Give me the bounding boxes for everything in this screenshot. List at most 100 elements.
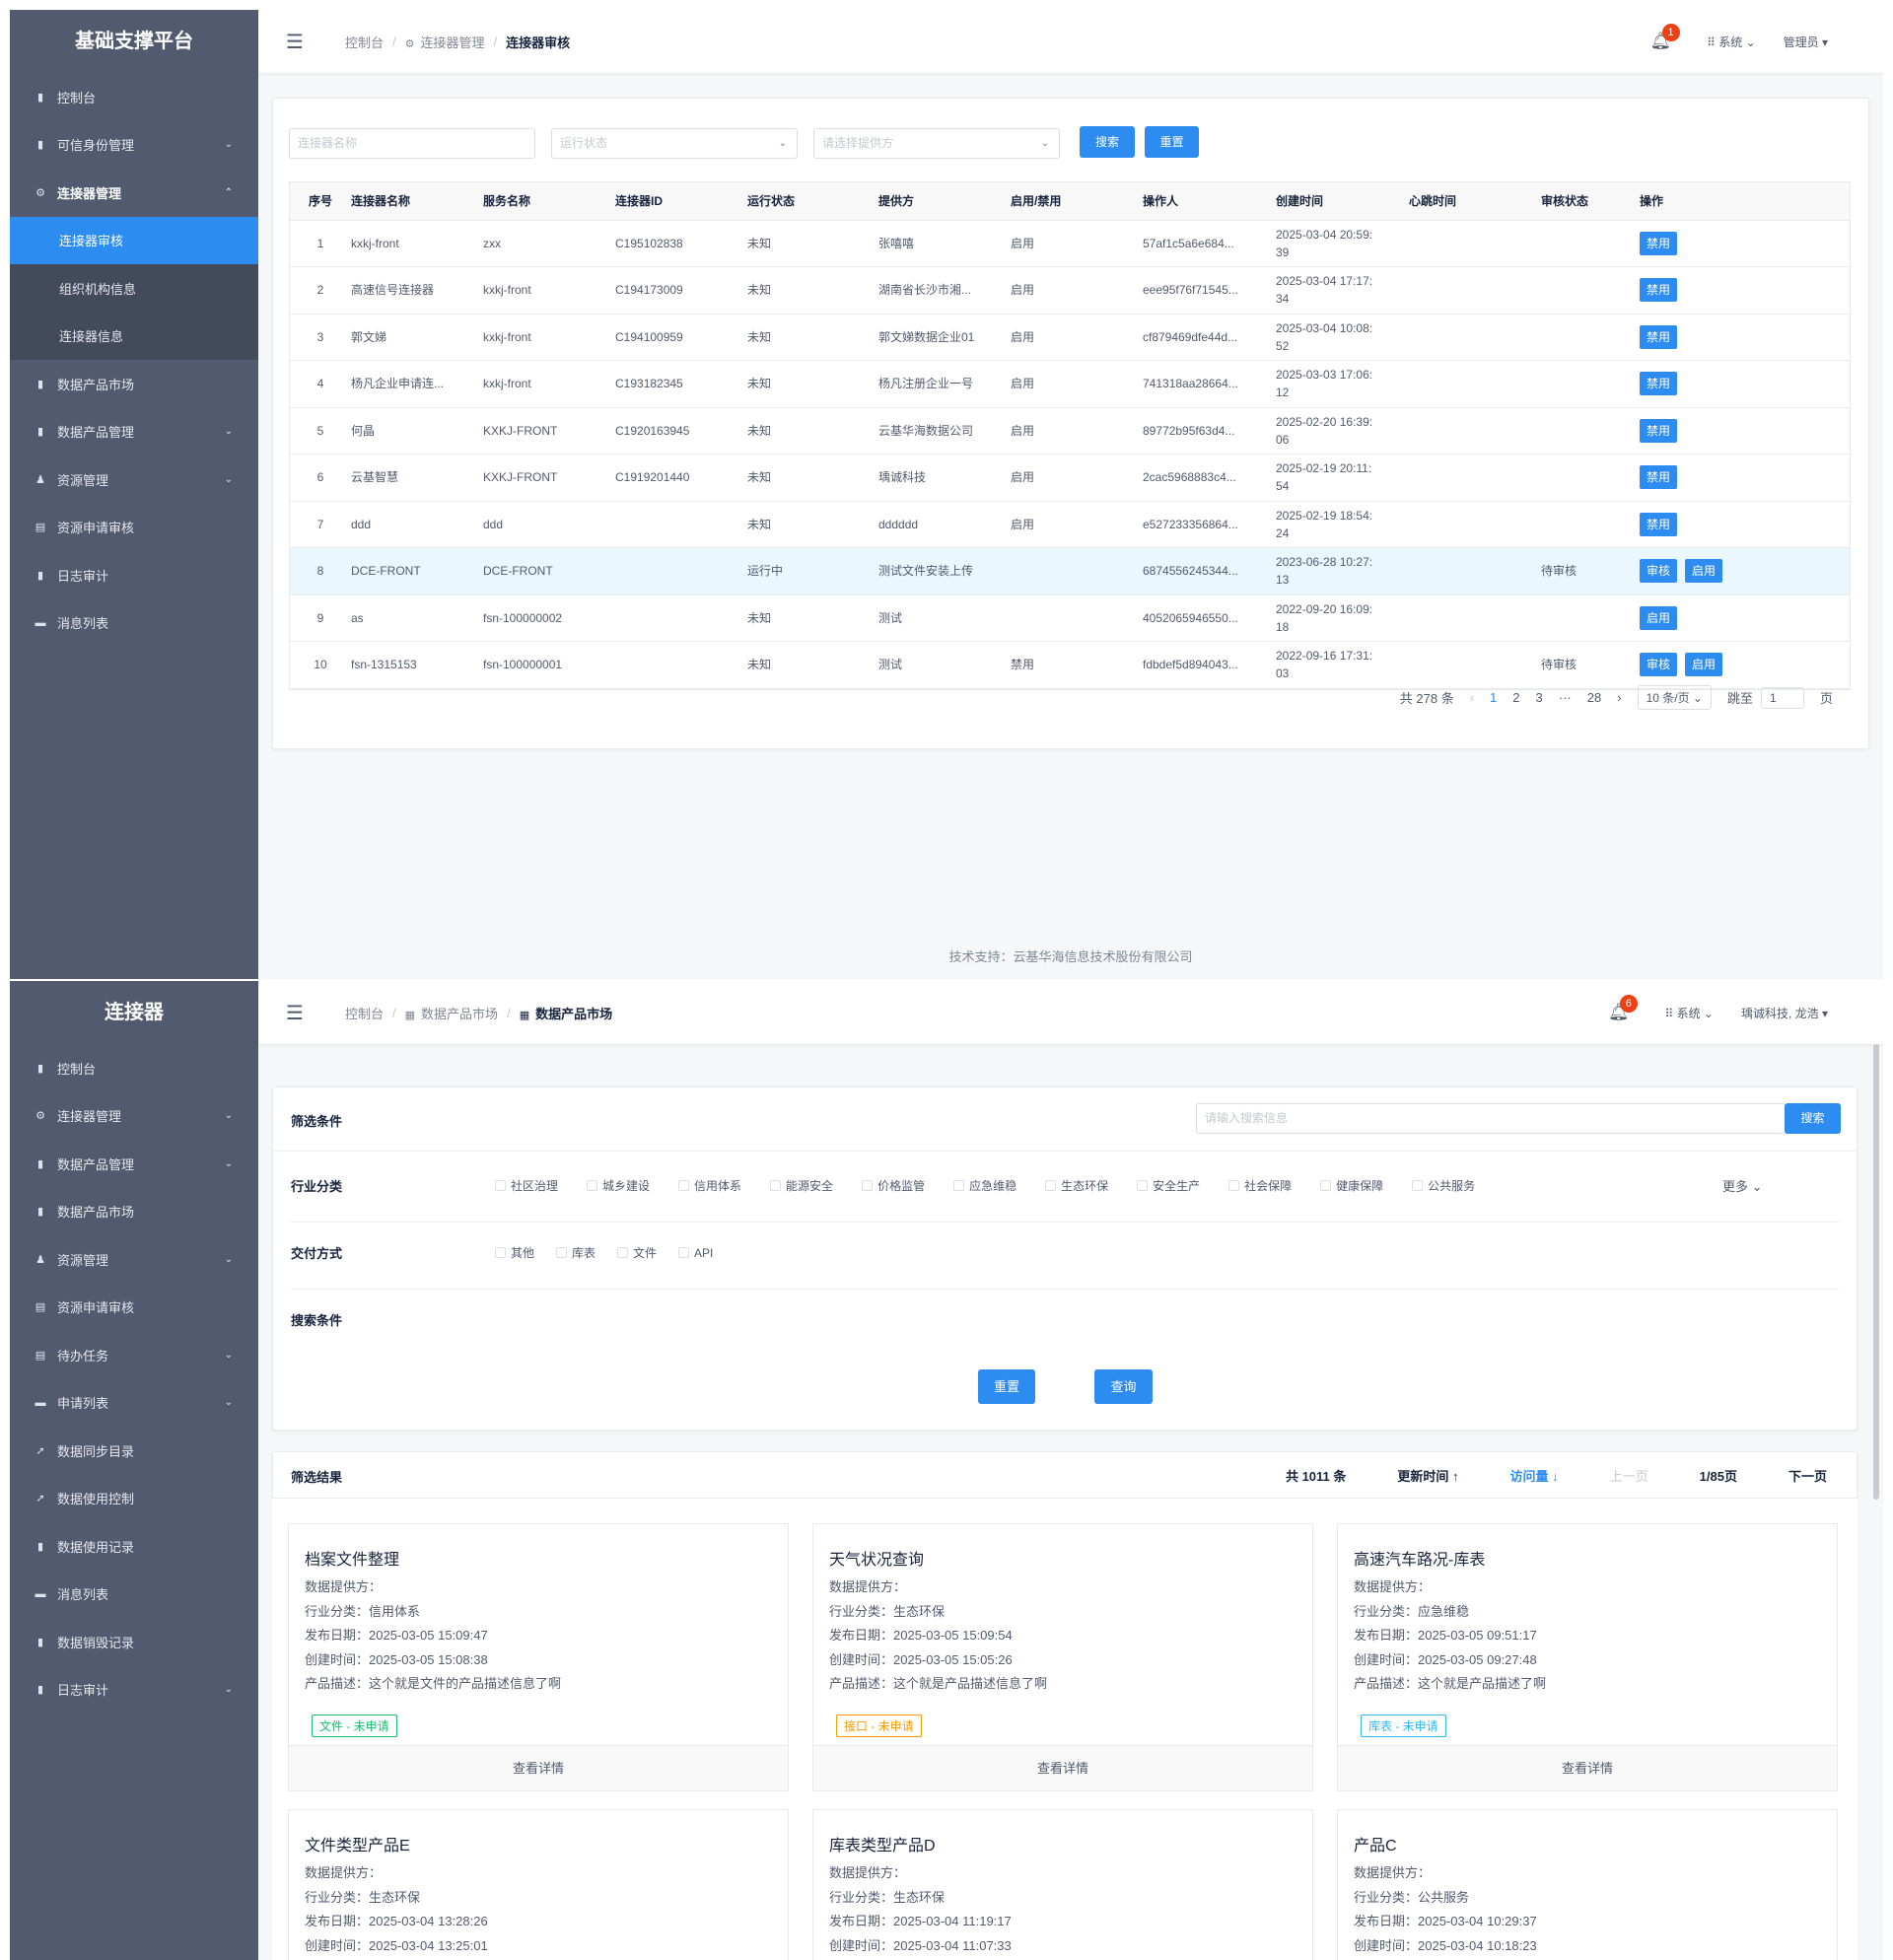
sidebar-item[interactable]: ▬ 申请列表 ⌄: [10, 1379, 258, 1428]
table-row[interactable]: 5 何晶 KXKJ-FRONT C1920163945 未知 云基华海数据公司 启用 8977…: [290, 407, 1850, 455]
query-button[interactable]: 查询: [1094, 1369, 1153, 1404]
product-title[interactable]: 库表类型产品D: [829, 1838, 936, 1855]
filter-checkbox[interactable]: 库表: [556, 1244, 596, 1261]
search-button[interactable]: 搜索: [1080, 126, 1135, 158]
checkbox-box[interactable]: [862, 1180, 874, 1191]
view-details-button[interactable]: 查看详情: [1338, 1745, 1837, 1790]
page-number[interactable]: ···: [1558, 690, 1572, 705]
audit-button[interactable]: 审核: [1640, 559, 1678, 584]
product-title[interactable]: 高速汽车路况-库表: [1354, 1552, 1486, 1569]
checkbox-box[interactable]: [495, 1180, 506, 1191]
disable-button[interactable]: 禁用: [1640, 465, 1678, 490]
search-button[interactable]: 搜索: [1785, 1103, 1841, 1134]
disable-button[interactable]: 禁用: [1640, 324, 1678, 349]
reset-button[interactable]: 重置: [978, 1369, 1035, 1404]
sidebar-item[interactable]: ▮ 控制台: [10, 1044, 258, 1092]
filter-checkbox[interactable]: 应急维稳: [953, 1177, 1017, 1194]
table-row[interactable]: 9 as fsn-100000002 未知 测试 4052065946550... 2022…: [290, 595, 1850, 642]
enable-button[interactable]: 启用: [1685, 653, 1723, 677]
filter-checkbox[interactable]: 价格监管: [862, 1177, 925, 1194]
bell-icon[interactable]: 🔔︎ 6: [1608, 995, 1638, 1022]
sidebar-item[interactable]: 连接器审核: [10, 216, 258, 264]
view-details-button[interactable]: 查看详情: [813, 1745, 1312, 1790]
table-row[interactable]: 7 ddd ddd 未知 dddddd 启用 e527233356864... 2025-02…: [290, 501, 1850, 548]
filter-checkbox[interactable]: 信用体系: [678, 1177, 741, 1194]
sort-visits[interactable]: 访问量 ↓: [1509, 1468, 1559, 1484]
disable-button[interactable]: 禁用: [1640, 512, 1678, 536]
filter-checkbox[interactable]: 社区治理: [495, 1177, 558, 1194]
provider-select[interactable]: 请选择提供方 ⌄: [813, 128, 1060, 159]
table-row[interactable]: 10 fsn-1315153 fsn-100000001 未知 测试 禁用 fdbdef5d…: [290, 641, 1850, 689]
filter-checkbox[interactable]: 安全生产: [1137, 1177, 1200, 1194]
checkbox-box[interactable]: [770, 1180, 782, 1191]
sidebar-item[interactable]: 组织机构信息: [10, 264, 258, 313]
view-details-button[interactable]: 查看详情: [289, 1745, 788, 1790]
run-status-select[interactable]: 运行状态 ⌄: [551, 128, 798, 159]
filter-checkbox[interactable]: 其他: [495, 1244, 534, 1261]
page-number[interactable]: 1: [1490, 690, 1498, 705]
sidebar-item[interactable]: ➚ 数据使用控制: [10, 1475, 258, 1523]
system-menu[interactable]: ⠿ 系统 ⌄: [1664, 1006, 1714, 1020]
disable-button[interactable]: 禁用: [1640, 372, 1678, 396]
reset-button[interactable]: 重置: [1145, 126, 1199, 158]
page-number[interactable]: 28: [1586, 690, 1602, 705]
product-card[interactable]: 天气状况查询 数据提供方： 行业分类：生态环保 发布日期：2025-03-05 15:…: [812, 1523, 1313, 1791]
table-row[interactable]: 8 DCE-FRONT DCE-FRONT 运行中 测试文件安装上传 6874556245…: [290, 547, 1850, 595]
table-row[interactable]: 3 郭文娣 kxkj-front C194100959 未知 郭文娣数据企业01 启用 cf8…: [290, 314, 1850, 361]
sidebar-item[interactable]: ▤ 资源申请审核: [10, 504, 258, 552]
filter-checkbox[interactable]: 能源安全: [770, 1177, 833, 1194]
checkbox-box[interactable]: [587, 1180, 598, 1191]
sidebar-item[interactable]: ▮ 日志审计 ⌄: [10, 1666, 258, 1715]
breadcrumb-item[interactable]: 控制台: [345, 33, 384, 51]
enable-button[interactable]: 启用: [1640, 605, 1678, 630]
page-number[interactable]: 3: [1535, 690, 1543, 705]
sidebar-item[interactable]: ▮ 数据销毁记录: [10, 1618, 258, 1666]
filter-checkbox[interactable]: 生态环保: [1045, 1177, 1108, 1194]
sidebar-item[interactable]: ▮ 数据产品管理 ⌄: [10, 408, 258, 456]
next-page-button[interactable]: 下一页: [1788, 1468, 1827, 1484]
filter-checkbox[interactable]: API: [678, 1244, 713, 1261]
sidebar-item[interactable]: ▮ 数据使用记录: [10, 1522, 258, 1571]
sort-update-time[interactable]: 更新时间 ↑: [1397, 1468, 1459, 1484]
sidebar-item[interactable]: ♟ 资源管理 ⌄: [10, 455, 258, 504]
jump-input[interactable]: 1: [1760, 686, 1804, 709]
prev-page-button[interactable]: 上一页: [1609, 1468, 1648, 1484]
checkbox-box[interactable]: [1412, 1180, 1424, 1191]
filter-checkbox[interactable]: 城乡建设: [587, 1177, 650, 1194]
table-row[interactable]: 1 kxkj-front zxx C195102838 未知 张嘻嘻 启用 57af1c5a6…: [290, 220, 1850, 267]
sidebar-item[interactable]: ⚙ 连接器管理 ⌄: [10, 1092, 258, 1141]
search-input[interactable]: 请输入搜索信息: [1196, 1103, 1786, 1134]
sidebar-item[interactable]: ▤ 资源申请审核: [10, 1284, 258, 1332]
sidebar-item[interactable]: ▮ 控制台: [10, 73, 258, 121]
filter-checkbox[interactable]: 健康保障: [1320, 1177, 1383, 1194]
system-menu[interactable]: ⠿ 系统 ⌄: [1707, 35, 1756, 49]
user-menu[interactable]: 瑀诚科技, 龙浩 ▾: [1740, 1006, 1828, 1020]
disable-button[interactable]: 禁用: [1640, 418, 1678, 443]
sidebar-item[interactable]: ♟ 资源管理 ⌄: [10, 1235, 258, 1284]
sidebar-item[interactable]: ▮ 数据产品市场: [10, 360, 258, 408]
user-menu[interactable]: 管理员 ▾: [1783, 35, 1828, 49]
breadcrumb-item[interactable]: ⚙ 连接器管理: [405, 33, 485, 51]
audit-button[interactable]: 审核: [1640, 653, 1678, 677]
product-card[interactable]: 档案文件整理 数据提供方： 行业分类：信用体系 发布日期：2025-03-05 15:…: [288, 1523, 789, 1791]
table-row[interactable]: 6 云基智慧 KXKJ-FRONT C1919201440 未知 瑀诚科技 启用 2cac59…: [290, 454, 1850, 502]
menu-toggle-icon[interactable]: ☰: [286, 1002, 304, 1024]
sidebar-item[interactable]: ▬ 消息列表: [10, 599, 258, 648]
disable-button[interactable]: 禁用: [1640, 231, 1678, 255]
filter-checkbox[interactable]: 文件: [617, 1244, 657, 1261]
sidebar-item[interactable]: ▤ 待办任务 ⌄: [10, 1331, 258, 1379]
checkbox-box[interactable]: [1045, 1180, 1057, 1191]
page-size-select[interactable]: 10 条/页 ⌄: [1637, 685, 1712, 710]
checkbox-box[interactable]: [678, 1247, 690, 1258]
checkbox-box[interactable]: [495, 1247, 506, 1258]
scrollbar[interactable]: [1873, 1044, 1879, 1500]
product-title[interactable]: 档案文件整理: [305, 1552, 400, 1569]
sidebar-item[interactable]: ▮ 可信身份管理 ⌄: [10, 121, 258, 170]
product-card[interactable]: 库表类型产品D 数据提供方： 行业分类：生态环保 发布日期：2025-03-04 11…: [812, 1809, 1313, 1960]
connector-name-input[interactable]: 连接器名称: [289, 128, 535, 159]
filter-checkbox[interactable]: 社会保障: [1228, 1177, 1292, 1194]
product-title[interactable]: 天气状况查询: [829, 1552, 925, 1569]
breadcrumb-item[interactable]: 控制台: [345, 1004, 384, 1022]
table-row[interactable]: 2 高速信号连接器 kxkj-front C194173009 未知 湖南省长沙市湘...…: [290, 266, 1850, 315]
breadcrumb-item[interactable]: ▦ 数据产品市场: [405, 1004, 498, 1022]
